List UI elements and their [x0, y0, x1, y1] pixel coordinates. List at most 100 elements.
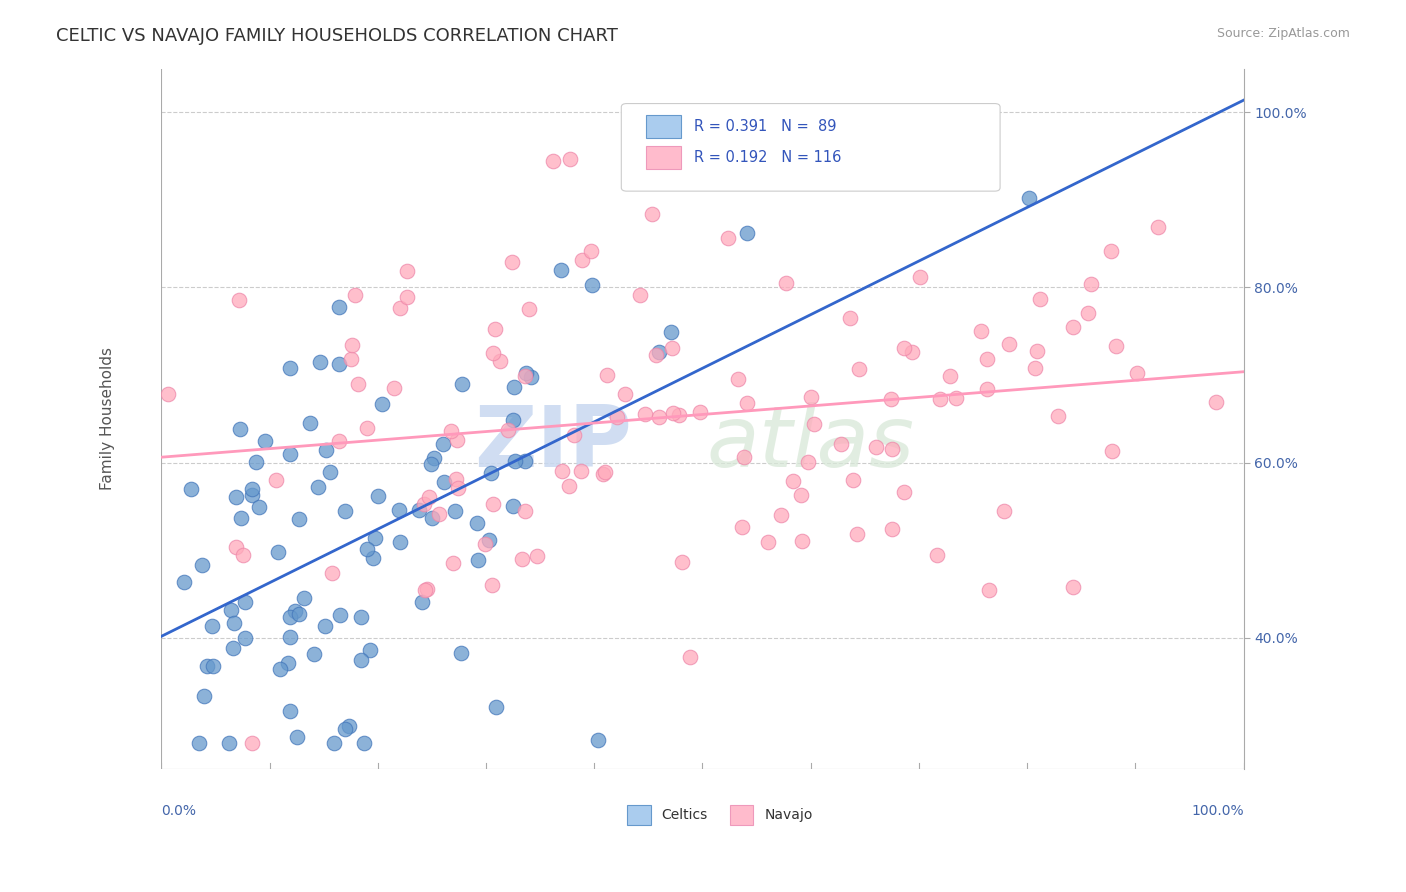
Point: [337, 719, 360, 733]
Point: [482, 346, 505, 360]
Point: [880, 392, 903, 406]
Point: [328, 357, 350, 371]
Point: [945, 391, 967, 405]
Point: [1024, 361, 1046, 376]
Point: [831, 436, 853, 450]
Point: [367, 489, 389, 503]
Point: [287, 511, 309, 525]
Point: [349, 653, 371, 667]
Point: [588, 733, 610, 747]
Point: [420, 511, 443, 525]
Point: [447, 482, 470, 496]
Point: [191, 558, 214, 573]
Point: [596, 368, 619, 382]
Point: [846, 527, 869, 541]
Point: [848, 361, 870, 376]
Point: [229, 422, 252, 436]
Point: [228, 293, 250, 307]
Point: [245, 455, 267, 469]
Point: [277, 656, 299, 670]
Point: [510, 551, 533, 566]
Point: [1077, 306, 1099, 320]
Point: [756, 535, 779, 549]
Point: [343, 288, 366, 302]
Point: [356, 541, 378, 556]
Point: [339, 351, 361, 366]
Point: [413, 498, 436, 512]
Point: [1101, 444, 1123, 458]
Point: [193, 690, 215, 704]
Point: [838, 311, 860, 326]
Text: Family Households: Family Households: [100, 347, 115, 491]
Point: [450, 376, 472, 391]
Text: Source: ZipAtlas.com: Source: ZipAtlas.com: [1216, 27, 1350, 40]
Point: [678, 650, 700, 665]
Point: [526, 549, 548, 564]
Point: [513, 504, 536, 518]
Point: [195, 658, 218, 673]
Point: [440, 424, 463, 438]
Point: [315, 442, 337, 457]
Point: [388, 503, 411, 517]
Bar: [730, 805, 754, 824]
Point: [319, 465, 342, 479]
Point: [790, 488, 813, 502]
Point: [893, 341, 915, 355]
Point: [571, 252, 593, 267]
Point: [737, 396, 759, 410]
Point: [592, 467, 614, 481]
Point: [321, 566, 343, 581]
Point: [333, 504, 356, 518]
Point: [634, 407, 657, 421]
Point: [882, 442, 904, 456]
Point: [328, 300, 350, 314]
Point: [551, 464, 574, 478]
Point: [278, 447, 301, 461]
Point: [314, 619, 336, 633]
Point: [502, 499, 524, 513]
Point: [284, 604, 307, 618]
Point: [939, 369, 962, 384]
Point: [970, 325, 993, 339]
Point: [880, 522, 903, 536]
Point: [1062, 320, 1084, 334]
Point: [427, 508, 450, 522]
Point: [928, 392, 950, 406]
Point: [717, 231, 740, 245]
Point: [235, 595, 257, 609]
Point: [731, 520, 754, 534]
Point: [322, 736, 344, 750]
Point: [267, 545, 290, 559]
Point: [484, 322, 506, 336]
Point: [218, 736, 240, 750]
Point: [371, 397, 394, 411]
Point: [581, 277, 603, 292]
Point: [444, 472, 467, 486]
Point: [422, 450, 444, 465]
Point: [450, 646, 472, 660]
Point: [797, 455, 820, 469]
Point: [408, 503, 430, 517]
Point: [569, 464, 592, 478]
Point: [661, 341, 683, 355]
Point: [800, 390, 823, 404]
Point: [488, 354, 510, 368]
Point: [395, 264, 418, 278]
Point: [356, 421, 378, 435]
Bar: [647, 146, 681, 169]
Point: [467, 516, 489, 530]
Point: [558, 152, 581, 166]
Point: [1205, 394, 1227, 409]
Point: [628, 288, 651, 302]
Point: [579, 244, 602, 259]
Point: [441, 556, 464, 570]
Point: [413, 583, 436, 598]
Point: [1126, 366, 1149, 380]
Point: [841, 474, 863, 488]
Point: [724, 174, 747, 188]
Point: [977, 583, 1000, 598]
Point: [229, 511, 252, 525]
Point: [329, 607, 352, 622]
Point: [328, 434, 350, 449]
Point: [501, 255, 523, 269]
